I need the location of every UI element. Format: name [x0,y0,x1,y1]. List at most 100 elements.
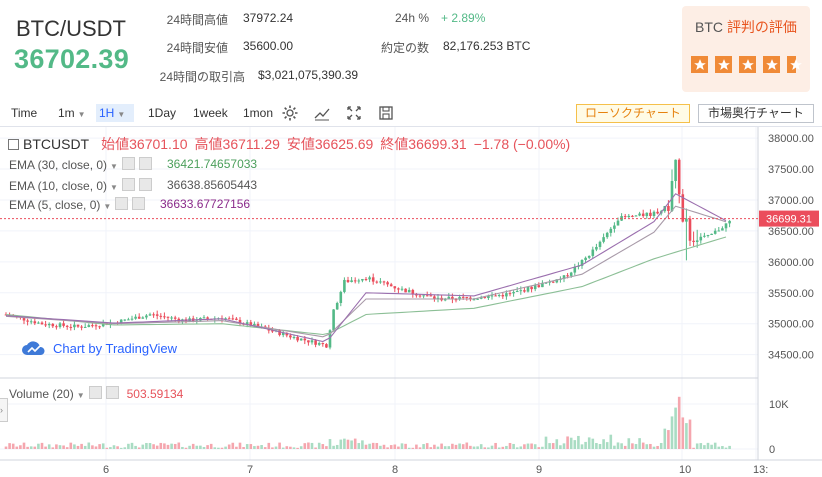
candle-body [375,281,379,283]
volume-bar [188,445,191,449]
volume-bar [83,445,87,449]
volume-bar [526,443,530,449]
candle-body [670,181,674,211]
legend-close: 36699.31 [408,136,467,152]
interval-1mon[interactable]: 1mon [243,106,274,120]
candle-body [98,326,101,328]
last-price-tag-label: 36699.31 [766,214,812,226]
ema10-legend[interactable]: EMA (10, close, 0) ▼ 36638.85605443 [9,178,258,193]
save-icon[interactable] [376,103,396,123]
collapse-icon[interactable] [8,139,19,150]
volume-bar [253,446,256,449]
candle-body [224,318,227,320]
rating-card[interactable]: BTC 評判の評価 [682,6,810,92]
volume-bar [19,445,22,449]
volume-legend[interactable]: Volume (20) ▼ 503.59134 [9,386,184,401]
fullscreen-icon[interactable] [344,103,364,123]
volume-bar [400,443,404,449]
candle-body [483,297,487,299]
candle-body [40,322,44,325]
volume-bar [404,443,407,449]
candle-body [501,295,505,297]
volume-bar [289,446,292,449]
depth-chart-button[interactable]: 市場奥行チャート [698,104,814,123]
legend-low-label: 安値 [286,136,315,152]
price-tick-label: 36000.00 [768,257,814,269]
volume-bar [339,439,343,449]
volume-bar [11,443,15,449]
candle-body [317,343,321,345]
candle-body [429,295,433,297]
candle-body [65,325,69,327]
volume-bar [501,446,505,449]
candle-body [479,297,483,299]
close-icon[interactable] [138,178,152,191]
price-tick-label: 34500.00 [768,350,814,362]
volume-bar [181,446,184,449]
volume-bar [141,444,145,449]
volume-bar [364,444,368,449]
price-tick-label: 35000.00 [768,319,814,331]
close-icon[interactable] [138,157,152,170]
candle-body [170,317,173,319]
price-tick-label: 37000.00 [768,195,814,207]
interval-1week[interactable]: 1week [193,106,228,120]
chart-toolbar: Time 1m ▼ 1H ▼ 1Day 1week 1mon ローソクチャート 市場… [0,100,822,127]
settings-icon[interactable] [121,178,135,191]
expand-handle[interactable]: › [0,398,8,422]
interval-1day[interactable]: 1Day [148,106,177,120]
candle-body [328,330,332,348]
settings-icon[interactable] [121,157,135,170]
candle-body [656,211,659,214]
candle-body [119,319,123,324]
stat-value-high: 37972.24 [243,11,294,25]
candle-body [296,336,299,341]
tradingview-watermark[interactable]: Chart by TradingView [21,340,177,356]
volume-bar [321,444,325,449]
close-icon[interactable] [105,386,119,399]
volume-bar [314,447,317,449]
volume-bar [656,445,659,449]
axes[interactable]: 34500.00 35000.00 35500.00 36000.00 36500.00… [103,133,814,476]
close-icon[interactable] [132,197,146,210]
volume-bar [667,430,670,449]
line-chart-icon[interactable] [312,103,332,123]
chevron-down-icon: ▼ [110,162,118,171]
candle-body [710,233,713,235]
price-tick-label: 35500.00 [768,288,814,300]
candle-body [519,290,523,292]
volume-bar [670,416,674,449]
candle-body [335,302,339,310]
settings-icon[interactable] [88,386,102,399]
volume-bar [109,447,112,449]
ema30-line [5,236,727,336]
volume-bar [55,444,58,449]
legend-change: −1.78 (−0.00%) [473,136,571,152]
candle-body [202,317,206,319]
settings-icon[interactable] [115,197,129,210]
candle-body [515,290,519,292]
candle-body [163,316,166,318]
volume-bar [659,442,663,449]
volume-bar [559,445,562,449]
ema5-value: 36633.67727156 [160,197,251,211]
volume-bar [386,447,389,449]
gear-icon[interactable] [280,103,300,123]
candle-body [389,284,393,287]
volume-bar [69,442,73,449]
ema10-line [5,205,727,338]
candle-body [69,326,73,328]
volume-bar [728,445,731,449]
time-tick-label: 13: [753,464,768,476]
volume-bar [94,446,98,449]
ema5-legend[interactable]: EMA (5, close, 0) ▼ 36633.67727156 [9,197,251,212]
volume-bar [461,444,465,449]
volume-bar [163,443,166,449]
price-tick-label: 38000.00 [768,133,814,145]
candlestick-chart-button[interactable]: ローソクチャート [576,104,690,123]
interval-1h[interactable]: 1H ▼ [96,104,134,122]
price-chart[interactable]: 34500.00 35000.00 35500.00 36000.00 36500.00… [0,127,822,477]
candle-body [407,289,411,293]
interval-1m[interactable]: 1m ▼ [58,106,86,120]
ema30-legend[interactable]: EMA (30, close, 0) ▼ 36421.74657033 [9,157,258,172]
